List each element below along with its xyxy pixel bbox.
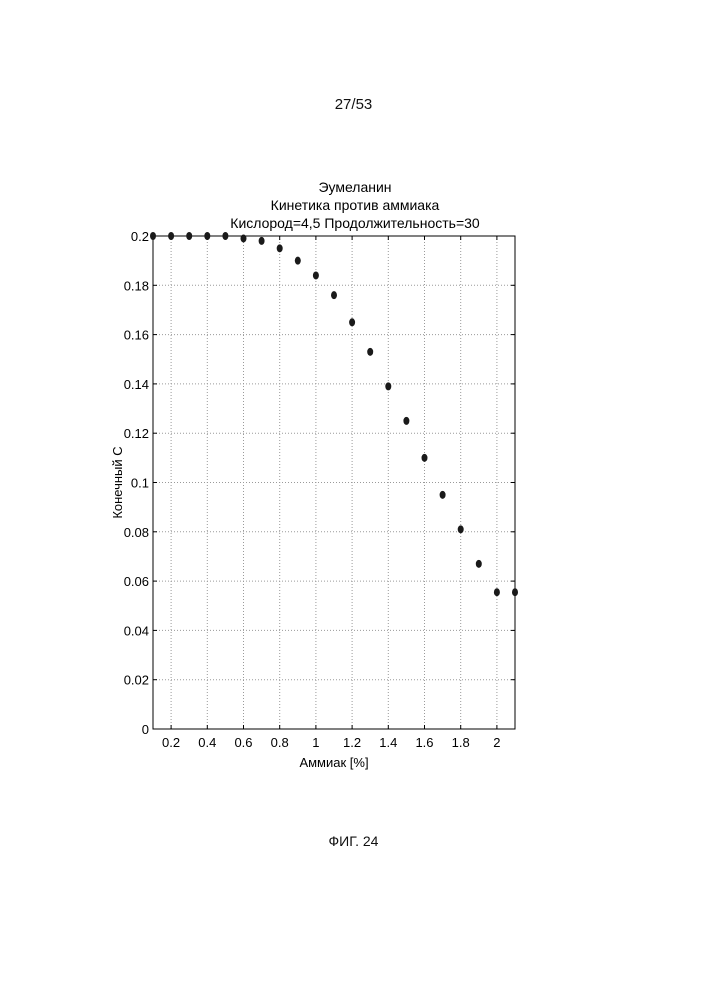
x-tick-label: 0.2 (162, 735, 180, 750)
y-tick-label: 0.08 (124, 525, 149, 540)
data-point (331, 291, 337, 299)
data-point (186, 232, 192, 240)
x-tick-label: 1.8 (452, 735, 470, 750)
data-point (458, 525, 464, 533)
data-point (494, 588, 500, 596)
data-point (422, 454, 428, 462)
data-point (440, 491, 446, 499)
data-point (222, 232, 228, 240)
chart-title: Эумеланин Кинетика против аммиака Кислород… (230, 179, 480, 231)
x-axis-ticks: 0.2 0.4 0.6 0.8 1 1.2 1.4 1.6 1.8 2 (162, 236, 500, 750)
x-axis-label: Аммиак [%] (299, 755, 368, 770)
x-tick-label: 1.4 (379, 735, 397, 750)
y-tick-label: 0.12 (124, 426, 149, 441)
x-tick-label: 0.6 (234, 735, 252, 750)
y-tick-label: 0.14 (124, 377, 149, 392)
data-point (295, 257, 301, 265)
x-tick-label: 1.2 (343, 735, 361, 750)
y-tick-label: 0.02 (124, 673, 149, 688)
y-tick-label: 0.2 (131, 229, 149, 244)
data-point (150, 232, 156, 240)
chart-title-line: Кислород=4,5 Продолжительность=30 (230, 215, 480, 231)
y-tick-label: 0.1 (131, 476, 149, 491)
data-point (313, 271, 319, 279)
data-point (349, 318, 355, 326)
chart-title-line: Кинетика против аммиака (271, 197, 440, 213)
data-point (476, 560, 482, 568)
data-point (259, 237, 265, 245)
chart-title-line: Эумеланин (318, 179, 391, 195)
x-tick-label: 0.8 (271, 735, 289, 750)
x-tick-label: 1 (312, 735, 319, 750)
x-tick-label: 1.6 (415, 735, 433, 750)
data-point (204, 232, 210, 240)
y-tick-label: 0.16 (124, 328, 149, 343)
x-tick-label: 0.4 (198, 735, 216, 750)
data-point (367, 348, 373, 356)
data-point (168, 232, 174, 240)
data-points (150, 232, 518, 596)
y-tick-label: 0.06 (124, 574, 149, 589)
x-tick-label: 2 (493, 735, 500, 750)
data-point (385, 382, 391, 390)
y-tick-label: 0.18 (124, 278, 149, 293)
data-point (403, 417, 409, 425)
y-tick-label: 0.04 (124, 623, 149, 638)
chart-grid (153, 236, 515, 729)
data-point (277, 244, 283, 252)
figure-caption: ФИГ. 24 (0, 833, 707, 849)
data-point (241, 234, 247, 242)
y-axis-label: Конечный С (110, 446, 125, 518)
y-tick-label: 0 (142, 722, 149, 737)
data-point (512, 588, 518, 596)
